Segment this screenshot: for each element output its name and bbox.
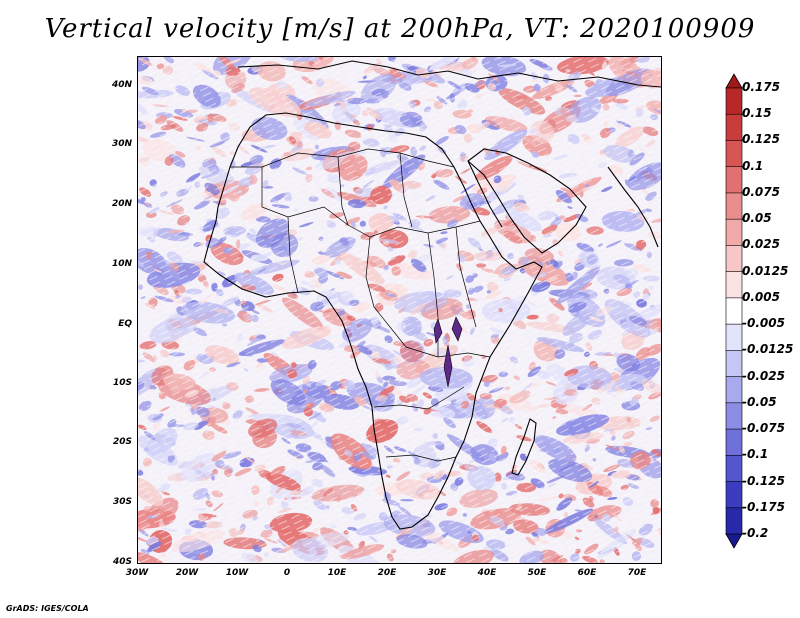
chart-title: Vertical velocity [m/s] at 200hPa, VT: 2… (44, 14, 756, 44)
colorbar (725, 73, 743, 549)
colorbar-segment (725, 113, 743, 142)
colorbar-label: 0.175 (742, 80, 780, 94)
colorbar-segment (725, 87, 743, 116)
colorbar-segment (725, 323, 743, 352)
india-coastline (607, 166, 659, 248)
colorbar-segment (725, 297, 743, 325)
colorbar-label: 0.1 (742, 158, 764, 173)
lon-tick-40e: 40E (477, 568, 497, 578)
africa-coastline (203, 112, 543, 530)
lat-tick-10n: 10N (111, 259, 132, 269)
colorbar-label: 0.075 (742, 184, 780, 199)
colorbar-label: -0.005 (742, 316, 785, 331)
colorbar-segment (725, 507, 743, 535)
colorbar-label: -0.05 (742, 394, 777, 409)
colorbar-label: 0.025 (742, 237, 780, 252)
lat-tick-30s: 30S (112, 497, 132, 507)
lat-tick-eq: EQ (118, 319, 132, 329)
colorbar-segment (725, 192, 743, 220)
lon-tick-60e: 60E (577, 568, 597, 578)
colorbar-label: -0.175 (742, 499, 785, 514)
lat-tick-40n: 40N (111, 80, 132, 90)
europe-coastline (237, 60, 661, 88)
colorbar-bottom-arrow (725, 533, 743, 549)
lon-tick-20e: 20E (377, 568, 397, 578)
colorbar-segment (725, 140, 743, 168)
colorbar-top-arrow (725, 73, 743, 89)
colorbar-label: 0.005 (742, 289, 780, 304)
lon-tick-50e: 50E (527, 568, 547, 578)
lon-tick-70e: 70E (627, 568, 647, 578)
colorbar-segment (725, 402, 743, 430)
colorbar-label: 0.0125 (742, 263, 789, 278)
madagascar-coastline (511, 418, 537, 476)
colorbar-segment (725, 350, 743, 378)
colorbar-segment (725, 376, 743, 404)
lat-tick-20n: 20N (111, 199, 132, 209)
lakes (433, 316, 463, 388)
lat-tick-40s: 40S (112, 557, 132, 567)
lat-tick-30n: 30N (111, 139, 132, 149)
colorbar-segment (725, 481, 743, 509)
colorbar-label: 0.125 (742, 132, 780, 147)
colorbar-segment (725, 166, 743, 194)
map-panel (137, 56, 662, 564)
colorbar-label: -0.1 (742, 447, 769, 462)
coastlines (203, 60, 661, 530)
lon-tick-0: 0 (283, 568, 291, 578)
colorbar-segment (725, 271, 743, 299)
colorbar-segment (725, 218, 743, 247)
lon-tick-10e: 10E (327, 568, 347, 578)
colorbar-label: -0.2 (742, 526, 769, 540)
lon-tick-30e: 30E (427, 568, 447, 578)
lon-tick-20w: 20W (175, 568, 199, 578)
lon-tick-10w: 10W (225, 568, 249, 578)
lon-tick-30w: 30W (125, 568, 149, 578)
red-sea-coast (467, 160, 503, 228)
credit-text: GrADS: IGES/COLA (6, 604, 89, 613)
colorbar-segment (725, 245, 743, 273)
streak-texture (138, 57, 661, 563)
colorbar-label: -0.0125 (742, 342, 794, 357)
arabia-coastline (467, 148, 587, 254)
velocity-field-map (138, 57, 661, 563)
colorbar-label: -0.125 (742, 473, 785, 488)
colorbar-label: 0.05 (742, 211, 772, 226)
colorbar-segment (725, 428, 743, 457)
colorbar-label: 0.15 (742, 106, 772, 121)
lat-tick-20s: 20S (112, 437, 132, 447)
colorbar-segment (725, 454, 743, 483)
lat-tick-10s: 10S (112, 378, 132, 388)
colorbar-label: -0.075 (742, 421, 785, 436)
colorbar-label: -0.025 (742, 368, 785, 383)
